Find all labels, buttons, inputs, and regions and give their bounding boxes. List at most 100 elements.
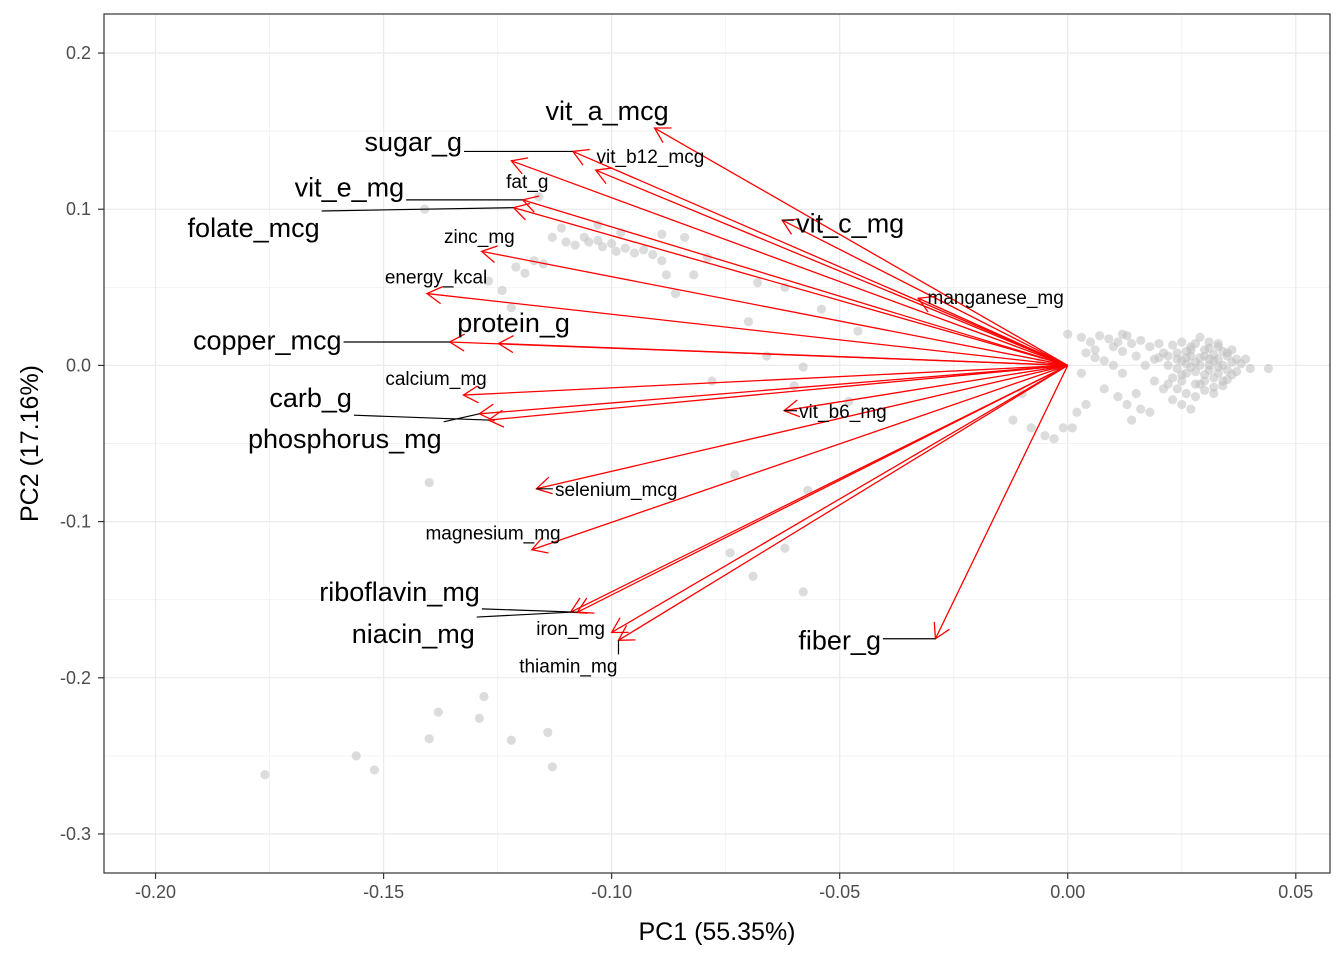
data-point [1213,362,1223,372]
arrow-sugar_g [572,150,1068,367]
y-tick-label: 0.1 [66,199,91,219]
data-point [798,587,808,597]
data-point [661,270,671,280]
arrow-iron_mg [611,364,1069,634]
x-axis-title: PC1 (55.35%) [638,918,795,946]
data-point [1090,353,1100,363]
data-point [707,376,717,386]
data-point [1072,407,1082,417]
data-point [483,276,494,286]
data-point [1136,404,1146,414]
label-leader-lines [321,150,936,655]
arrowhead-zinc_mg [480,245,498,264]
data-point [1076,332,1087,342]
data-point [789,381,799,391]
data-point [1199,345,1210,355]
data-point [1168,340,1178,350]
arrow-calcium_mg [463,364,1068,396]
data-point [351,751,361,761]
data-point [1149,354,1160,364]
data-point [547,762,557,772]
loading-labels: vit_a_mcg sugar_g vit_b12_mcg fat_g vit_e_mg… [188,96,1064,678]
data-point [1213,342,1223,352]
data-point [1040,431,1050,441]
data-point [1104,334,1114,344]
data-point [1195,353,1205,363]
arrow-folate_mcg [513,207,1068,367]
data-point [680,232,690,242]
data-point [1090,345,1100,355]
data-point [670,288,681,299]
arrowhead-manganese_mg [916,295,936,313]
x-tick-labels: -0.20 -0.15 -0.10 -0.05 0.00 0.05 [135,882,1313,902]
x-tick-label: 0.00 [1050,882,1085,902]
label-calcium_mg: calcium_mg [385,369,486,390]
data-point [1122,399,1132,410]
data-point [1145,342,1155,352]
data-point [529,256,539,266]
data-point [1076,368,1087,378]
data-point [648,249,658,260]
data-point [1227,345,1237,355]
arrowhead-vit_b12_mcg [594,167,613,185]
data-point [1099,384,1109,394]
axis-ticks [98,52,1297,879]
arrow-magnesium_mg [531,364,1068,551]
data-point [1204,337,1214,347]
data-point [520,268,530,278]
data-point [780,543,790,553]
data-point [752,278,763,288]
label-magnesium_mg: magnesium_mg [425,524,560,545]
label-manganese_mg: manganese_mg [928,288,1064,309]
data-point [1108,342,1118,352]
data-point [1177,399,1187,410]
data-point [511,262,521,272]
label-carb_g: carb_g [269,383,352,413]
data-point [1126,415,1137,425]
data-point [543,727,553,738]
data-point [657,229,667,239]
data-point [725,548,735,558]
data-point [1177,337,1187,347]
data-point [1113,392,1123,402]
data-point [816,304,827,314]
x-tick-label: -0.15 [363,882,404,902]
data-point [798,362,808,372]
data-point [556,223,567,233]
data-point [369,765,380,775]
data-point [1181,388,1191,399]
arrowhead-fat_g [510,157,529,175]
data-point [497,285,507,296]
data-point [638,245,649,255]
data-point [730,470,740,480]
arrow-thiamin_mg [618,364,1069,641]
data-point [1131,351,1141,361]
data-point [260,770,270,780]
data-point [1117,368,1128,378]
label-vit_c_mg: vit_c_mg [796,208,904,238]
data-point [506,303,516,313]
label-vit_b12_mcg: vit_b12_mcg [597,147,705,168]
data-point [570,240,580,250]
data-point [479,691,489,702]
data-point [1081,399,1091,410]
arrow-fiber_g [934,365,1069,640]
data-point [1190,338,1201,349]
arrow-carb_g [488,364,1068,421]
leader-phosphorus_mg [443,413,480,423]
data-point [748,571,758,581]
leader-riboflavin_mg [481,608,578,613]
data-point [1199,376,1210,386]
label-iron_mg: iron_mg [536,619,605,640]
minor-gridlines [104,14,1330,873]
label-protein_g: protein_g [457,308,570,338]
data-point [1209,388,1219,399]
data-point [1177,370,1187,380]
data-point [620,243,630,253]
data-point [743,317,754,327]
data-point [1263,363,1274,374]
data-point [1186,351,1196,361]
leader-niacin_mg [476,611,571,618]
data-point [1186,404,1196,414]
data-point [657,256,667,266]
